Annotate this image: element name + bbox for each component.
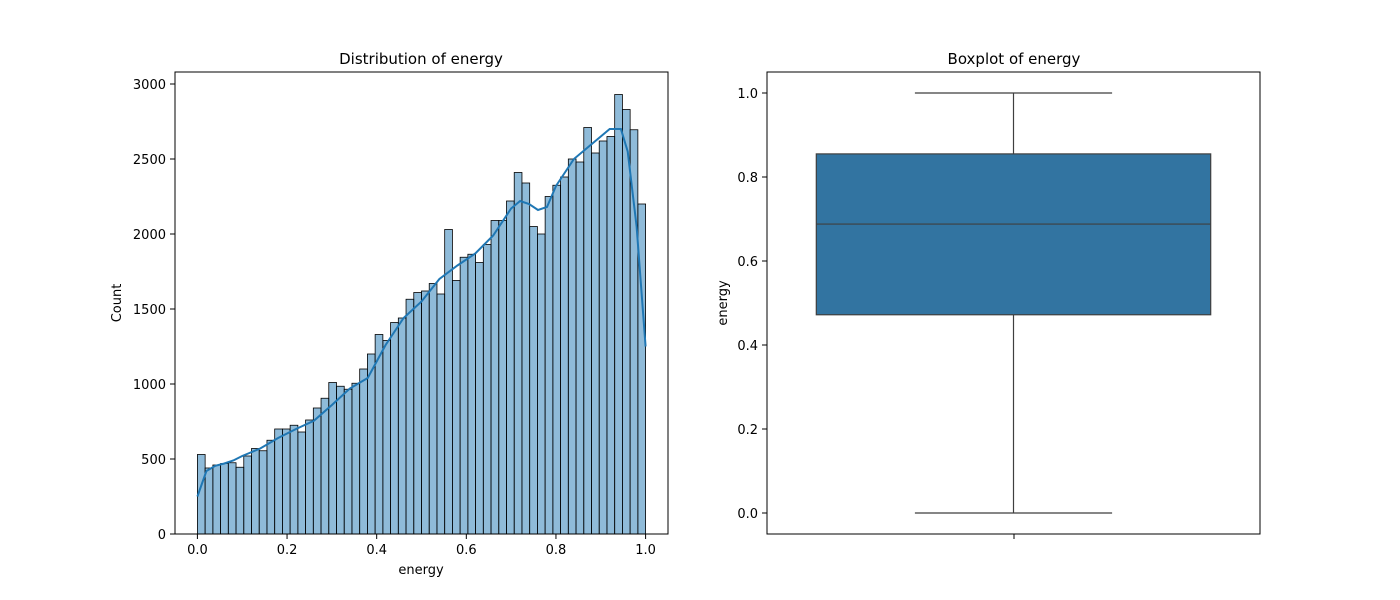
histogram-bar xyxy=(490,220,500,535)
interquartile-box xyxy=(815,153,1212,316)
boxplot-title: Boxplot of energy xyxy=(948,50,1081,68)
histogram-bar xyxy=(227,462,237,535)
histogram-bar xyxy=(413,292,422,535)
histogram-bar xyxy=(397,317,407,535)
boxplot-y-ticks: 0.0 0.2 0.4 0.6 0.8 1.0 xyxy=(737,87,767,522)
histogram-bar xyxy=(521,182,531,535)
histogram-bar xyxy=(336,385,345,535)
histogram-x-tick-label: 1.0 xyxy=(635,543,656,558)
histogram-bar xyxy=(606,136,616,535)
histogram-bar xyxy=(567,158,577,535)
histogram-bar xyxy=(305,419,314,535)
boxplot-y-label: energy xyxy=(716,280,731,326)
histogram-bar xyxy=(513,172,523,535)
histogram-bar xyxy=(552,184,561,535)
histogram-bar xyxy=(498,220,507,535)
histogram-y-ticks: 0 500 1000 1500 2000 2500 3000 xyxy=(133,78,175,543)
histogram-bar xyxy=(405,298,415,535)
boxplot-y-tick-label: 0.0 xyxy=(737,507,758,522)
histogram-bar xyxy=(274,428,283,535)
histogram-x-tick-label: 0.2 xyxy=(277,543,298,558)
boxplot-y-tick-label: 0.2 xyxy=(737,423,758,438)
histogram-bar xyxy=(282,428,291,535)
histogram-bar xyxy=(467,253,476,535)
histogram-x-tick-label: 0.0 xyxy=(187,543,208,558)
histogram-panel: Distribution of energy 0.0 0.2 0.4 0.6 0.8 1.… xyxy=(110,50,669,578)
boxplot-y-tick-label: 0.4 xyxy=(737,339,758,354)
histogram-bar xyxy=(614,94,623,535)
histogram-bar xyxy=(351,382,361,535)
histogram-bar xyxy=(482,244,492,535)
histogram-bar xyxy=(220,463,229,535)
histogram-x-tick-label: 0.6 xyxy=(456,543,477,558)
histogram-bar xyxy=(343,388,353,535)
histogram-y-tick-label: 1500 xyxy=(133,303,166,318)
histogram-bar xyxy=(452,280,461,535)
histogram-bar xyxy=(459,256,469,535)
histogram-x-tick-label: 0.4 xyxy=(366,543,387,558)
histogram-bar xyxy=(212,464,221,535)
histogram-bar xyxy=(289,424,299,535)
histogram-bar xyxy=(297,431,306,535)
histogram-bar xyxy=(560,176,569,535)
histogram-y-tick-label: 3000 xyxy=(133,78,166,93)
histogram-bar xyxy=(428,283,438,535)
histogram-bar xyxy=(266,439,276,535)
histogram-bar xyxy=(382,340,391,535)
histogram-axes-frame xyxy=(174,71,669,535)
histogram-bar xyxy=(421,290,430,535)
histogram-bar xyxy=(436,293,446,535)
histogram-bar xyxy=(475,262,484,535)
boxplot-y-tick-label: 1.0 xyxy=(737,87,758,102)
histogram-x-tick-label: 0.8 xyxy=(546,543,567,558)
histogram-bar xyxy=(537,233,546,535)
histogram-bar xyxy=(235,466,245,535)
histogram-bars xyxy=(197,94,646,535)
histogram-x-label: energy xyxy=(398,563,444,578)
histogram-bar xyxy=(544,196,554,535)
histogram-bar xyxy=(243,455,252,535)
histogram-bar xyxy=(591,152,600,535)
histogram-bar xyxy=(374,334,384,535)
histogram-bar xyxy=(320,397,330,535)
histogram-bar xyxy=(506,200,515,535)
histogram-bar xyxy=(359,368,368,535)
histogram-bar xyxy=(622,109,631,535)
histogram-bar xyxy=(312,407,322,535)
histogram-bar xyxy=(390,322,399,535)
boxplot-y-tick-label: 0.8 xyxy=(737,171,758,186)
histogram-y-tick-label: 2500 xyxy=(133,153,166,168)
histogram-y-tick-label: 1000 xyxy=(133,378,166,393)
histogram-bar xyxy=(204,467,214,535)
histogram-y-tick-label: 0 xyxy=(158,528,166,543)
histogram-bar xyxy=(583,127,592,535)
histogram-y-tick-label: 2000 xyxy=(133,228,166,243)
histogram-bar xyxy=(251,448,260,535)
histogram-bar xyxy=(529,226,538,535)
histogram-y-tick-label: 500 xyxy=(141,453,166,468)
histogram-bar xyxy=(258,450,268,535)
histogram-bar xyxy=(367,353,376,535)
histogram-x-ticks: 0.0 0.2 0.4 0.6 0.8 1.0 xyxy=(187,534,656,558)
histogram-title: Distribution of energy xyxy=(339,50,503,68)
histogram-bar xyxy=(575,161,585,535)
boxplot-panel: Boxplot of energy 0.0 0.2 0.4 0.6 0.8 1.0 ene… xyxy=(716,50,1261,539)
histogram-bar xyxy=(629,129,639,535)
histogram-bar xyxy=(598,140,608,535)
boxplot-y-tick-label: 0.6 xyxy=(737,255,758,270)
histogram-y-label: Count xyxy=(110,284,125,323)
kde-line xyxy=(196,128,647,497)
